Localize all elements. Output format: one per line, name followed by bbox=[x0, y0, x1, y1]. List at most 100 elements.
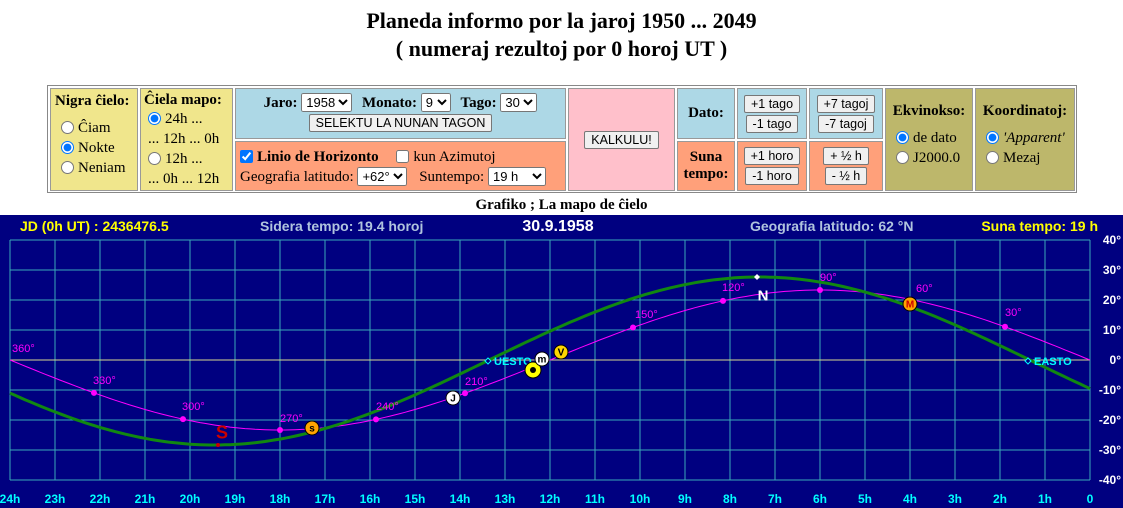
radio-label: de dato bbox=[913, 130, 957, 146]
y-label: 0° bbox=[1110, 353, 1122, 367]
radio[interactable] bbox=[61, 121, 74, 134]
button-cell: +1 tago -1 tago bbox=[737, 88, 807, 139]
label: Suntempo: bbox=[419, 169, 485, 185]
radio-label: J2000.0 bbox=[913, 150, 961, 166]
ecliptic-label: 240° bbox=[376, 401, 399, 413]
title: Planeda informo por la jaroj 1950 ... 20… bbox=[366, 8, 757, 33]
radio[interactable] bbox=[986, 131, 999, 144]
label: Tago: bbox=[460, 95, 497, 111]
radio-row: Neniam bbox=[61, 158, 133, 178]
x-label: 16h bbox=[360, 492, 381, 506]
y-label: 20° bbox=[1103, 293, 1121, 307]
ecliptic-point bbox=[1002, 323, 1008, 330]
x-label: 24h bbox=[0, 492, 20, 506]
step-button[interactable]: -1 tago bbox=[745, 114, 799, 133]
radio[interactable] bbox=[148, 112, 161, 125]
subtitle: ( numeraj rezultoj por 0 horoj UT ) bbox=[395, 36, 728, 61]
koordinatoj: Koordinatoj: 'Apparent' Mezaj bbox=[975, 88, 1075, 191]
radio-row: Mezaj bbox=[986, 148, 1070, 168]
latitude-select[interactable]: +62° bbox=[357, 167, 408, 186]
ecliptic-point bbox=[91, 389, 97, 396]
sky-map: 24h 23h 22h 21h 20h 19h 18h 17h 16h 15h 14h 13h 12h 1… bbox=[0, 215, 1123, 508]
ecliptic-label: 90° bbox=[820, 272, 837, 284]
ecliptic-label: 150° bbox=[635, 309, 658, 321]
y-label: -30° bbox=[1099, 443, 1121, 457]
radio[interactable] bbox=[896, 151, 909, 164]
radio[interactable] bbox=[61, 161, 74, 174]
x-label: 5h bbox=[858, 492, 872, 506]
horizon-settings: Linio de Horizonto kun Azimutoj Geografi… bbox=[235, 141, 566, 191]
radio-row: Ĉiam bbox=[61, 118, 133, 138]
x-label: 10h bbox=[630, 492, 651, 506]
radio[interactable] bbox=[148, 152, 161, 165]
radio-label: ... 12h ... 0h bbox=[148, 131, 220, 147]
day-select[interactable]: 30 bbox=[500, 93, 538, 112]
calculate-button[interactable]: KALKULU! bbox=[584, 130, 659, 149]
radio-row: 24h ... bbox=[148, 109, 229, 129]
x-label: 0 bbox=[1087, 492, 1094, 506]
radio-row: Nokte bbox=[61, 138, 133, 158]
x-label: 14h bbox=[450, 492, 471, 506]
year-select[interactable]: 1958 bbox=[301, 93, 353, 112]
y-label: -20° bbox=[1099, 413, 1121, 427]
x-label: 19h bbox=[225, 492, 246, 506]
radio[interactable] bbox=[986, 151, 999, 164]
today-button[interactable]: SELEKTU LA NUNAN TAGON bbox=[308, 114, 493, 132]
y-label: -10° bbox=[1099, 383, 1121, 397]
y-label: -40° bbox=[1099, 473, 1121, 487]
y-label: 40° bbox=[1103, 233, 1121, 247]
body bbox=[304, 420, 320, 436]
date-select: Jaro: 1958 Monato: 9 Tago: 30 SELEKTU LA… bbox=[235, 88, 566, 139]
x-label: 9h bbox=[678, 492, 692, 506]
map-header: JD (0h UT) : 2436476.5 bbox=[20, 218, 169, 234]
step-button[interactable]: +7 tagoj bbox=[816, 94, 876, 113]
radio-label: 12h ... bbox=[165, 151, 203, 167]
horizon-checkbox[interactable] bbox=[240, 150, 253, 163]
radio[interactable] bbox=[61, 141, 74, 154]
radio-label: ... 0h ... 12h bbox=[148, 171, 220, 187]
marker bbox=[216, 443, 220, 447]
radio-row: J2000.0 bbox=[896, 148, 968, 168]
x-label: 8h bbox=[723, 492, 737, 506]
suna-tempo-label: Suna tempo: bbox=[677, 141, 735, 191]
ecliptic-label: 60° bbox=[916, 283, 933, 295]
radio[interactable] bbox=[896, 131, 909, 144]
ecliptic-point bbox=[277, 427, 283, 433]
step-button[interactable]: +1 tago bbox=[743, 94, 801, 113]
body-label: s bbox=[309, 424, 315, 435]
step-button[interactable]: -1 horo bbox=[745, 167, 799, 185]
x-label: 23h bbox=[45, 492, 66, 506]
azimuth-checkbox[interactable] bbox=[396, 150, 410, 163]
y-label: 30° bbox=[1103, 263, 1121, 277]
label: kun Azimutoj bbox=[413, 149, 496, 165]
map-title: Grafiko ; La mapo de ĉielo bbox=[475, 197, 648, 213]
ecliptic-label: 300° bbox=[182, 401, 205, 413]
ecliptic-label: 210° bbox=[465, 376, 488, 388]
x-label: 22h bbox=[90, 492, 111, 506]
step-button[interactable]: - ½ h bbox=[824, 167, 868, 185]
step-button[interactable]: +1 horo bbox=[743, 147, 801, 165]
label: Koordinatoj: bbox=[982, 103, 1068, 119]
body-label: V bbox=[558, 348, 565, 359]
body-label: S bbox=[216, 422, 228, 442]
label: Ĉiela mapo: bbox=[144, 92, 222, 108]
label: Monato: bbox=[362, 95, 417, 111]
background bbox=[0, 215, 1123, 508]
label: Geografia latitudo: bbox=[240, 169, 354, 185]
ecliptic-point bbox=[630, 324, 636, 331]
x-label: 21h bbox=[135, 492, 156, 506]
ecliptic-point bbox=[180, 416, 186, 423]
body-label: J bbox=[450, 394, 456, 405]
suntime-select[interactable]: 19 h bbox=[487, 167, 546, 186]
sun-center bbox=[530, 367, 536, 373]
button-cell: +1 horo -1 horo bbox=[737, 141, 807, 191]
step-button[interactable]: -7 tagoj bbox=[818, 114, 874, 133]
step-button[interactable]: + ½ h bbox=[823, 147, 869, 165]
ecliptic-point bbox=[373, 416, 379, 423]
horizon-point bbox=[1024, 357, 1032, 365]
ecliptic-label: 330° bbox=[93, 375, 116, 387]
month-select[interactable]: 9 bbox=[420, 93, 451, 112]
radio-label: 24h ... bbox=[165, 111, 203, 127]
map-header: 30.9.1958 bbox=[522, 218, 593, 235]
